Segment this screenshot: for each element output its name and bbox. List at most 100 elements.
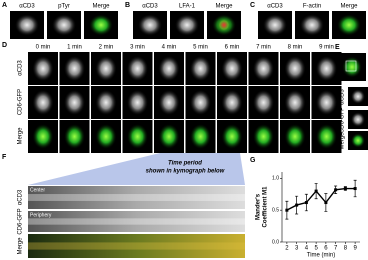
row-label: αCD3 xyxy=(340,89,346,105)
panel-label: F xyxy=(2,154,7,161)
cell xyxy=(253,123,274,150)
cell xyxy=(158,55,180,82)
x-tick-label: 2 xyxy=(285,246,289,252)
cell xyxy=(263,14,287,36)
kymo-band xyxy=(28,242,245,250)
cell xyxy=(52,14,76,36)
row-label: αCD3 xyxy=(18,189,24,205)
cell xyxy=(284,55,306,82)
data-point xyxy=(314,189,318,193)
y-axis-title: Mander's xyxy=(256,193,262,220)
row-label: CD6-GFP xyxy=(18,89,24,115)
time-label: 3 min xyxy=(130,45,145,51)
column-label: LFA-1 xyxy=(179,4,196,10)
cell xyxy=(351,89,365,104)
time-label: 1 min xyxy=(67,45,82,51)
cell xyxy=(284,89,306,116)
cell xyxy=(64,89,85,116)
data-point xyxy=(285,208,289,212)
x-tick-label: 8 xyxy=(344,246,348,252)
row-label: Merge xyxy=(18,127,24,145)
x-tick-label: 7 xyxy=(334,246,338,252)
column-label: αCD3 xyxy=(142,4,158,10)
cell xyxy=(95,123,117,150)
cell xyxy=(127,55,148,82)
panel-label: C xyxy=(250,2,255,9)
cell xyxy=(300,14,324,36)
column-label: αCD3 xyxy=(267,4,283,10)
data-point xyxy=(295,203,299,207)
cell xyxy=(95,89,117,116)
cell xyxy=(32,123,54,150)
time-label: 7 min xyxy=(256,45,271,51)
zoom-box xyxy=(345,60,357,72)
kymo-label: Periphery xyxy=(30,212,52,218)
row-label: Merge xyxy=(340,132,346,150)
row-label: CD6-GFP xyxy=(340,107,346,133)
x-axis-title: Time (min) xyxy=(307,253,335,259)
cell xyxy=(253,55,274,82)
cell xyxy=(158,89,180,116)
data-point xyxy=(334,188,338,192)
panel-label: A xyxy=(2,2,7,9)
cell xyxy=(127,89,148,116)
time-label: 9 min xyxy=(319,45,334,51)
cell xyxy=(316,123,337,150)
cell xyxy=(190,89,211,116)
kymo-band xyxy=(28,194,245,201)
y-tick-label: 0.0 xyxy=(272,239,279,245)
cell xyxy=(337,14,361,36)
cell xyxy=(190,123,211,150)
cell-core xyxy=(217,18,231,32)
data-point xyxy=(343,187,347,191)
data-point xyxy=(304,201,308,205)
cell xyxy=(32,89,54,116)
x-tick-label: 3 xyxy=(295,246,299,252)
cell xyxy=(64,123,85,150)
column-label: αCD3 xyxy=(19,4,35,10)
cell xyxy=(64,55,85,82)
y-tick-label: 0.5 xyxy=(272,208,279,214)
cell xyxy=(175,14,199,36)
x-tick-label: 9 xyxy=(353,246,357,252)
kymograph xyxy=(28,234,245,258)
time-label: 6 min xyxy=(225,45,240,51)
cell xyxy=(221,123,243,150)
column-label: Merge xyxy=(340,4,358,10)
column-label: Merge xyxy=(215,4,233,10)
time-label: 2 min xyxy=(99,45,114,51)
x-tick-label: 4 xyxy=(305,246,309,252)
cell xyxy=(351,112,365,127)
cell xyxy=(221,55,243,82)
time-callout xyxy=(28,153,245,185)
cell xyxy=(221,89,243,116)
row-label: αCD3 xyxy=(18,60,24,76)
cell xyxy=(89,14,113,36)
data-point xyxy=(353,187,357,191)
cell xyxy=(253,89,274,116)
cell xyxy=(95,55,117,82)
y-axis-title: Coefficient M1 xyxy=(263,186,269,228)
cell xyxy=(316,89,337,116)
time-label: 5 min xyxy=(193,45,208,51)
cell xyxy=(316,55,337,82)
cell xyxy=(351,133,365,148)
kymograph xyxy=(28,211,245,232)
cell xyxy=(342,56,362,78)
cell xyxy=(15,14,39,36)
panel-label: G xyxy=(250,157,256,164)
time-label: 8 min xyxy=(288,45,303,51)
panel-label: D xyxy=(2,42,7,49)
x-tick-label: 6 xyxy=(324,246,328,252)
cell xyxy=(158,123,180,150)
kymograph xyxy=(28,186,245,209)
cell xyxy=(32,55,54,82)
data-point xyxy=(324,201,328,205)
cell xyxy=(190,55,211,82)
kymo-label: Center xyxy=(30,187,45,193)
row-label: Merge xyxy=(18,237,24,255)
cell xyxy=(284,123,306,150)
cell xyxy=(127,123,148,150)
panel-label: B xyxy=(125,2,130,9)
